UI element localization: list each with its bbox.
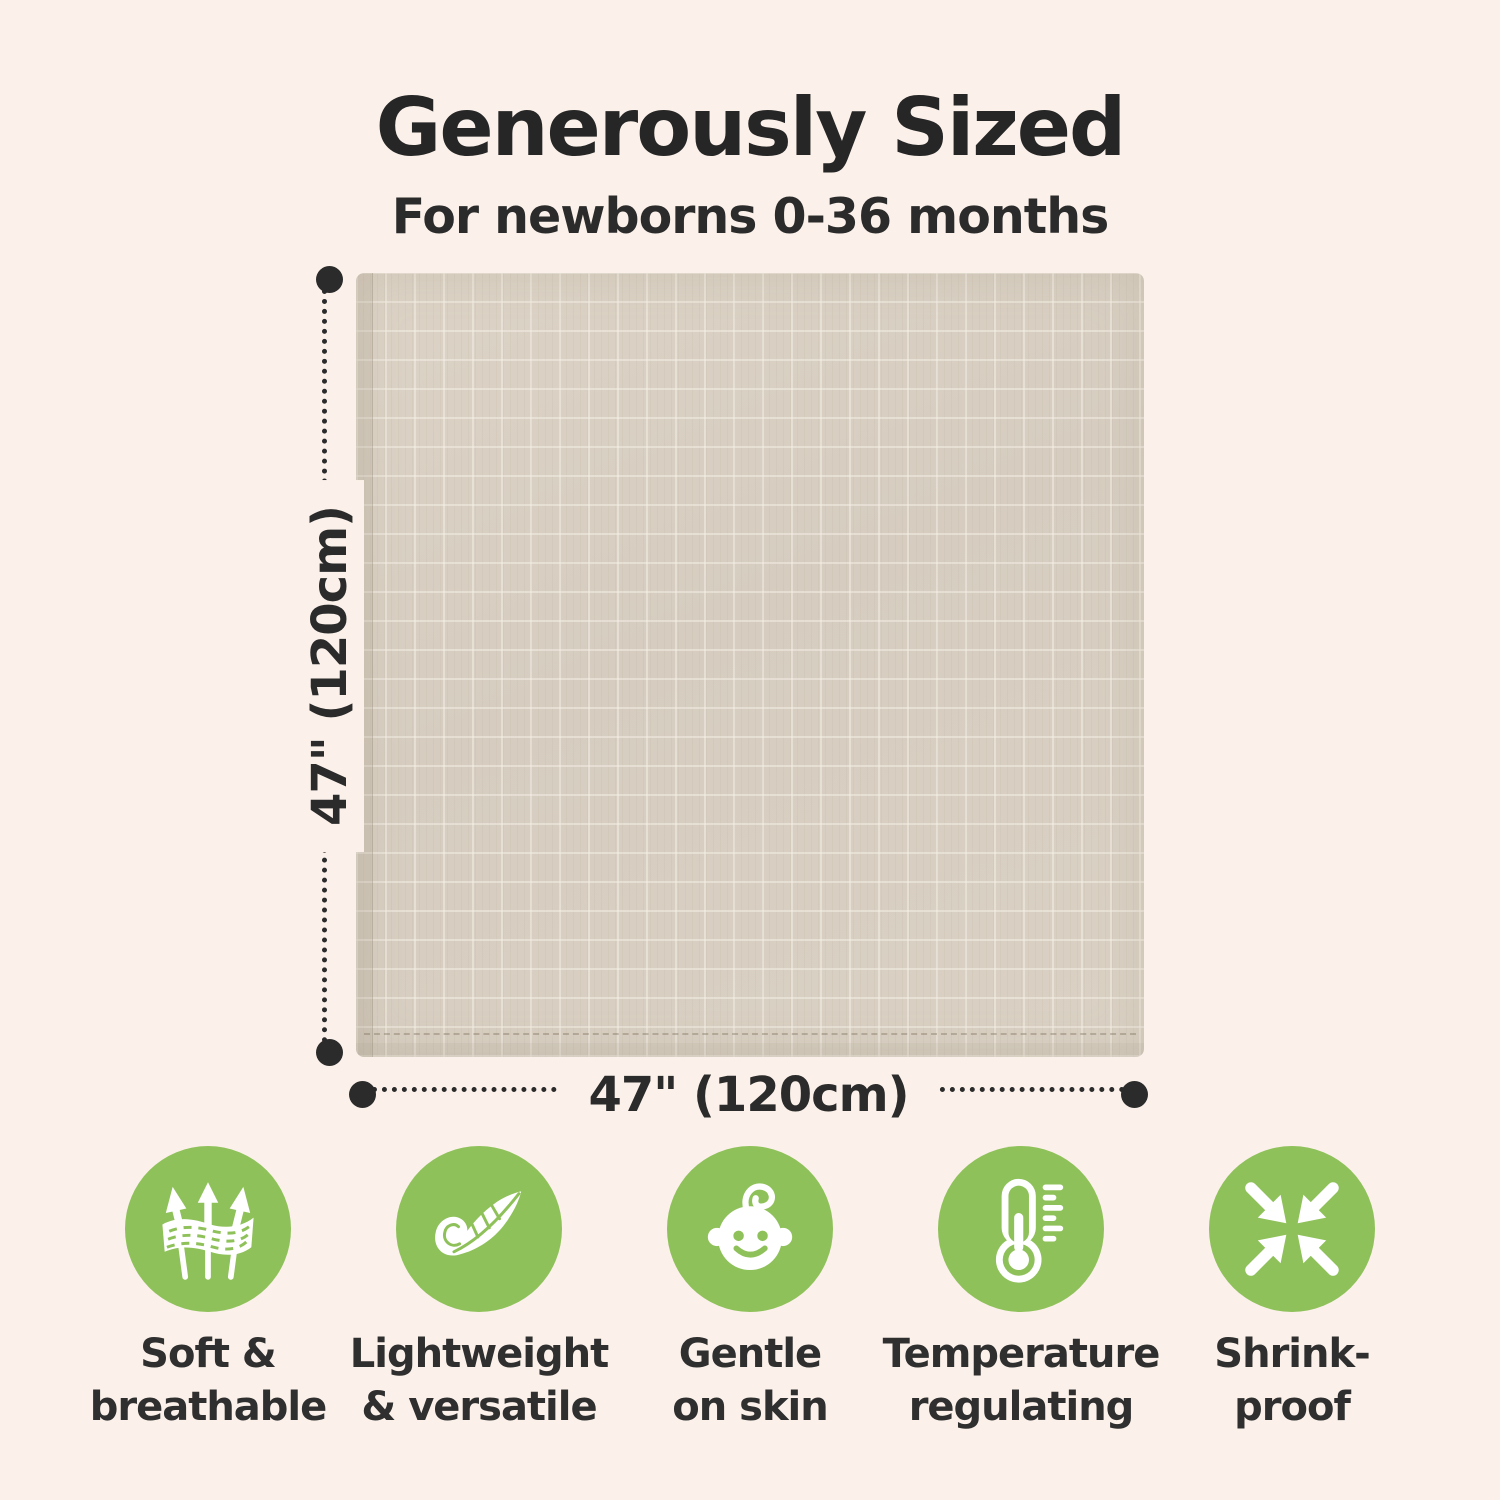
feature-icon-badge: [125, 1146, 291, 1312]
shrink-arrows-icon: [1235, 1172, 1349, 1286]
baby-face-icon: [707, 1183, 793, 1271]
feature-label-line: proof: [1234, 1383, 1351, 1430]
feature-label-line: Soft &: [140, 1331, 277, 1377]
feature-icon-badge: [667, 1146, 833, 1312]
feature-label-line: Temperature: [882, 1331, 1161, 1377]
feature-label-line: & versatile: [361, 1383, 597, 1430]
height-dimension-label: 47" (120cm): [295, 479, 364, 853]
feature-label: Shrink- proof: [1214, 1328, 1370, 1434]
feature-label-line: Shrink-: [1214, 1331, 1370, 1377]
feature-item-shrink-proof: Shrink- proof: [1164, 1146, 1420, 1434]
feature-label-line: Lightweight: [349, 1331, 609, 1377]
blanket-stitch-line: [364, 1033, 1136, 1035]
feature-label: Gentle on skin: [672, 1328, 828, 1434]
feature-label-line: regulating: [908, 1383, 1135, 1430]
page-subtitle: For newborns 0-36 months: [391, 188, 1110, 245]
feature-label-line: on skin: [672, 1383, 828, 1430]
width-dimension-label: 47" (120cm): [560, 1064, 937, 1125]
feature-item-gentle-on-skin: Gentle on skin: [622, 1146, 878, 1434]
feature-label-line: Gentle: [678, 1331, 822, 1377]
feature-label: Lightweight & versatile: [349, 1328, 609, 1434]
thermometer-icon: [995, 1178, 1064, 1283]
dimension-endpoint-dot: [316, 266, 343, 293]
feature-item-soft-breathable: Soft & breathable: [80, 1146, 336, 1434]
feature-item-lightweight-versatile: Lightweight & versatile: [349, 1146, 609, 1434]
width-dimension-line: 47" (120cm): [349, 1064, 1148, 1125]
feature-label-line: breathable: [89, 1383, 328, 1430]
blanket-hem-left: [356, 273, 373, 1057]
page-title: Generously Sized: [375, 81, 1127, 174]
feature-icon-badge: [938, 1146, 1104, 1312]
feature-label: Soft & breathable: [89, 1328, 328, 1434]
feature-label: Temperature regulating: [882, 1328, 1161, 1434]
feature-icon-badge: [1209, 1146, 1375, 1312]
feature-item-temperature-regulating: Temperature regulating: [883, 1146, 1160, 1434]
dimension-endpoint-dot: [349, 1081, 376, 1108]
muslin-blanket-swatch: [356, 273, 1144, 1057]
dimension-endpoint-dot: [1121, 1081, 1148, 1108]
breathable-fabric-icon: [162, 1182, 254, 1280]
blanket-hem-bottom: [356, 1043, 1144, 1057]
height-dimension-line: 47" (120cm): [295, 266, 364, 1066]
feature-row: Soft & breathable Lightweight & versatil…: [80, 1146, 1420, 1434]
feature-icon-badge: [396, 1146, 562, 1312]
feather-icon: [435, 1191, 522, 1256]
dimension-endpoint-dot: [316, 1039, 343, 1066]
